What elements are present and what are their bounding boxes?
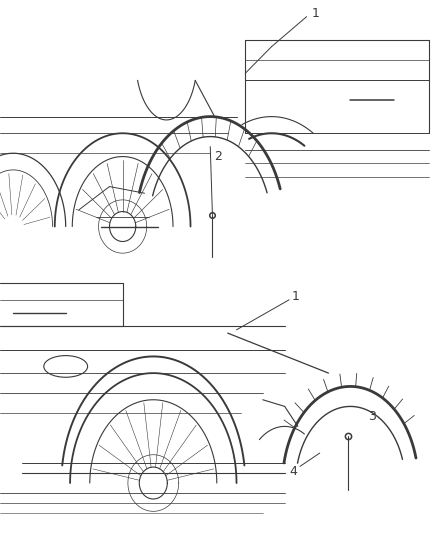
- Text: 3: 3: [368, 410, 376, 423]
- Text: 1: 1: [311, 7, 319, 20]
- Text: 2: 2: [215, 150, 223, 163]
- Text: 1: 1: [292, 290, 300, 303]
- Text: 4: 4: [290, 465, 297, 478]
